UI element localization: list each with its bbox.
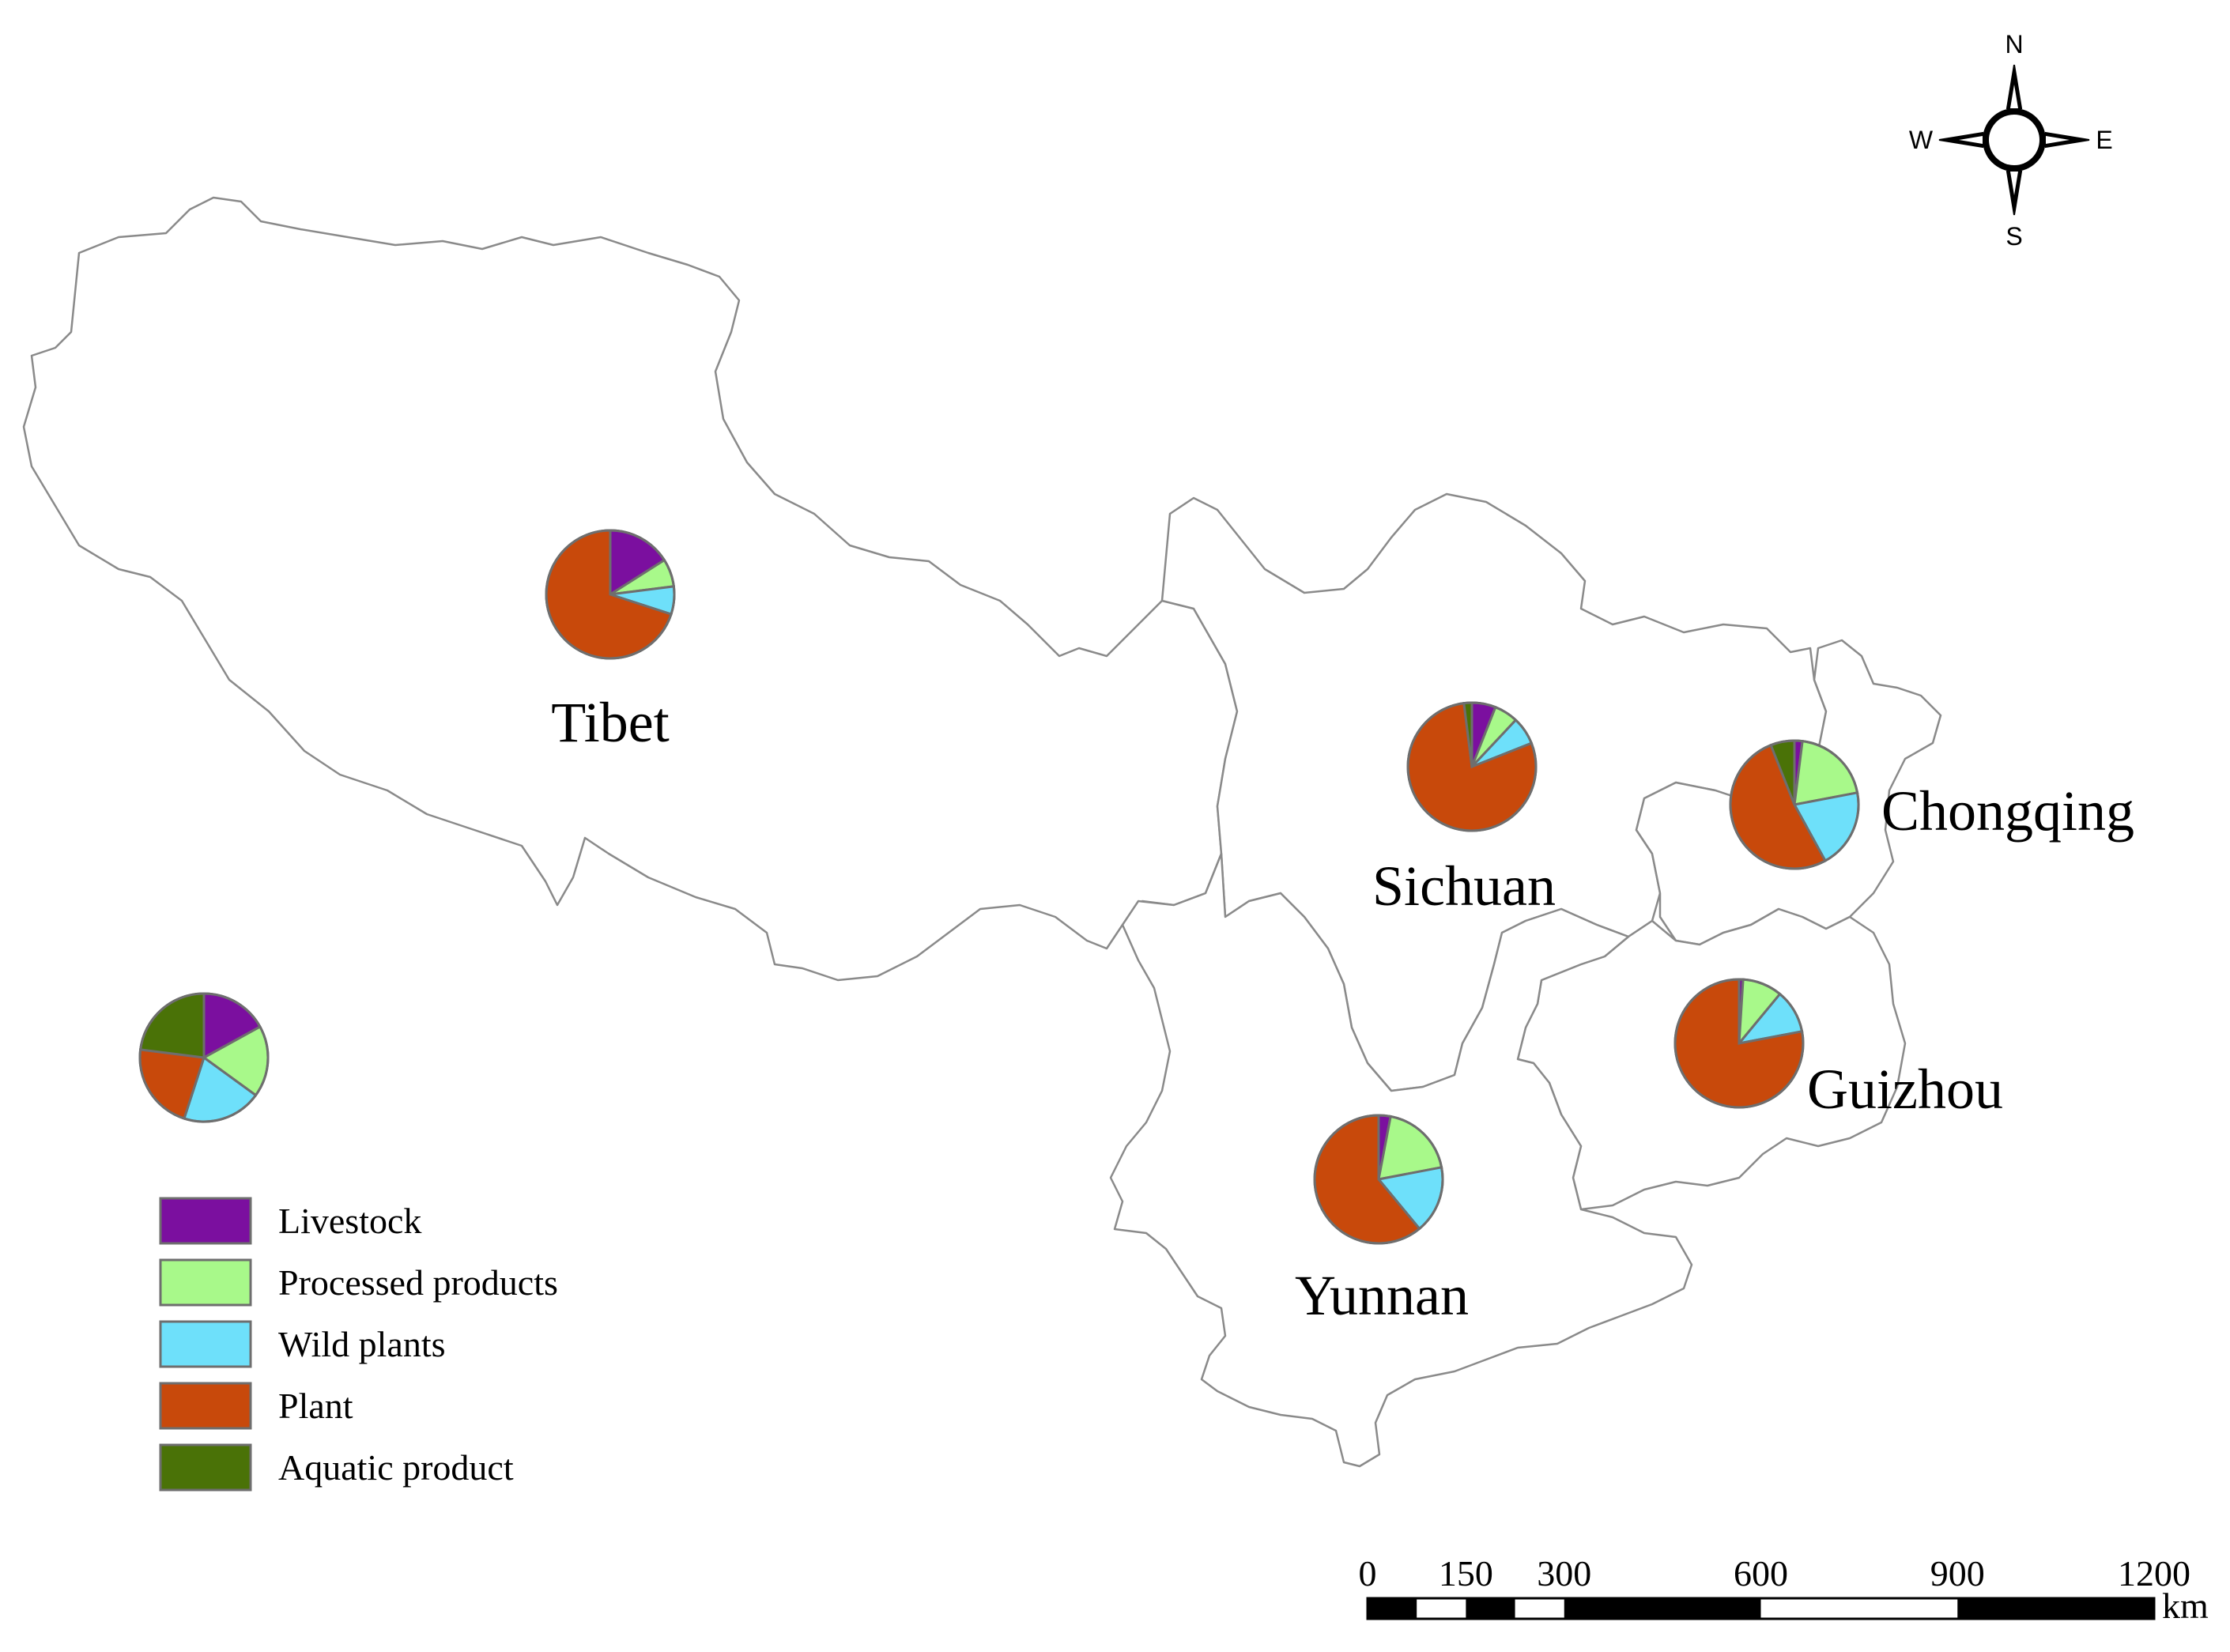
compass-north-label: N (2005, 30, 2023, 58)
legend-swatch-wild-plants (159, 1320, 252, 1368)
pie-outline-guizhou (1673, 978, 1805, 1109)
pie-chart-sichuan (1406, 701, 1538, 832)
compass-west-label: W (1909, 126, 1934, 154)
pie-outline-sichuan (1406, 701, 1538, 832)
label-chongqing: Chongqing (1881, 779, 2134, 843)
pie-chart-yunnan (1313, 1114, 1444, 1245)
legend-swatch-aquatic-product (159, 1443, 252, 1492)
scale-bar-segment (1466, 1598, 1515, 1619)
scale-bar-segment (1564, 1598, 1761, 1619)
compass-east-label: E (2096, 126, 2112, 154)
pie-chart-guizhou (1673, 978, 1805, 1109)
pie-outline-chongqing (1729, 739, 1860, 870)
pie-chart-chongqing (1729, 739, 1860, 870)
scale-bar-tick-label: 900 (1930, 1553, 1985, 1594)
scale-bar-tick-label: 600 (1734, 1553, 1788, 1594)
legend-swatch-processed-products (159, 1258, 252, 1307)
scale-bar-segment (1368, 1598, 1417, 1619)
pie-outline-overall (138, 992, 270, 1123)
legend-swatch-livestock (159, 1197, 252, 1245)
pie-charts (138, 529, 1860, 1245)
scale-bar-tick-label: 150 (1439, 1553, 1493, 1594)
legend-swatch-plant (159, 1382, 252, 1430)
compass-south-label: S (2005, 222, 2022, 251)
pie-outline-yunnan (1313, 1114, 1444, 1245)
scale-bar-tick-label: 0 (1359, 1553, 1377, 1594)
scale-bar-segment (1957, 1598, 2154, 1619)
scale-bar-tick-label: 300 (1537, 1553, 1591, 1594)
province-labels: Tibet Sichuan Chongqing Guizhou Yunnan (551, 691, 2134, 1327)
legend-label-wild-plants: Wild plants (278, 1324, 446, 1364)
label-sichuan: Sichuan (1372, 854, 1556, 918)
pie-chart-tibet (545, 529, 676, 660)
compass-icon (1938, 64, 2090, 216)
legend-label-processed-products: Processed products (278, 1262, 558, 1303)
pie-chart-overall (138, 992, 270, 1123)
compass-rose: N S W E (1909, 30, 2113, 251)
scale-bar-tick-label: 1200 (2118, 1553, 2190, 1594)
legend-label-aquatic-product: Aquatic product (278, 1447, 514, 1488)
label-yunnan: Yunnan (1295, 1264, 1469, 1327)
label-guizhou: Guizhou (1807, 1058, 2003, 1121)
legend: Livestock Processed products Wild plants… (159, 1197, 558, 1492)
legend-label-plant: Plant (278, 1386, 353, 1426)
legend-label-livestock: Livestock (278, 1201, 421, 1241)
scale-bar-unit: km (2162, 1586, 2209, 1626)
pie-outline-tibet (545, 529, 676, 660)
label-tibet: Tibet (551, 691, 669, 754)
